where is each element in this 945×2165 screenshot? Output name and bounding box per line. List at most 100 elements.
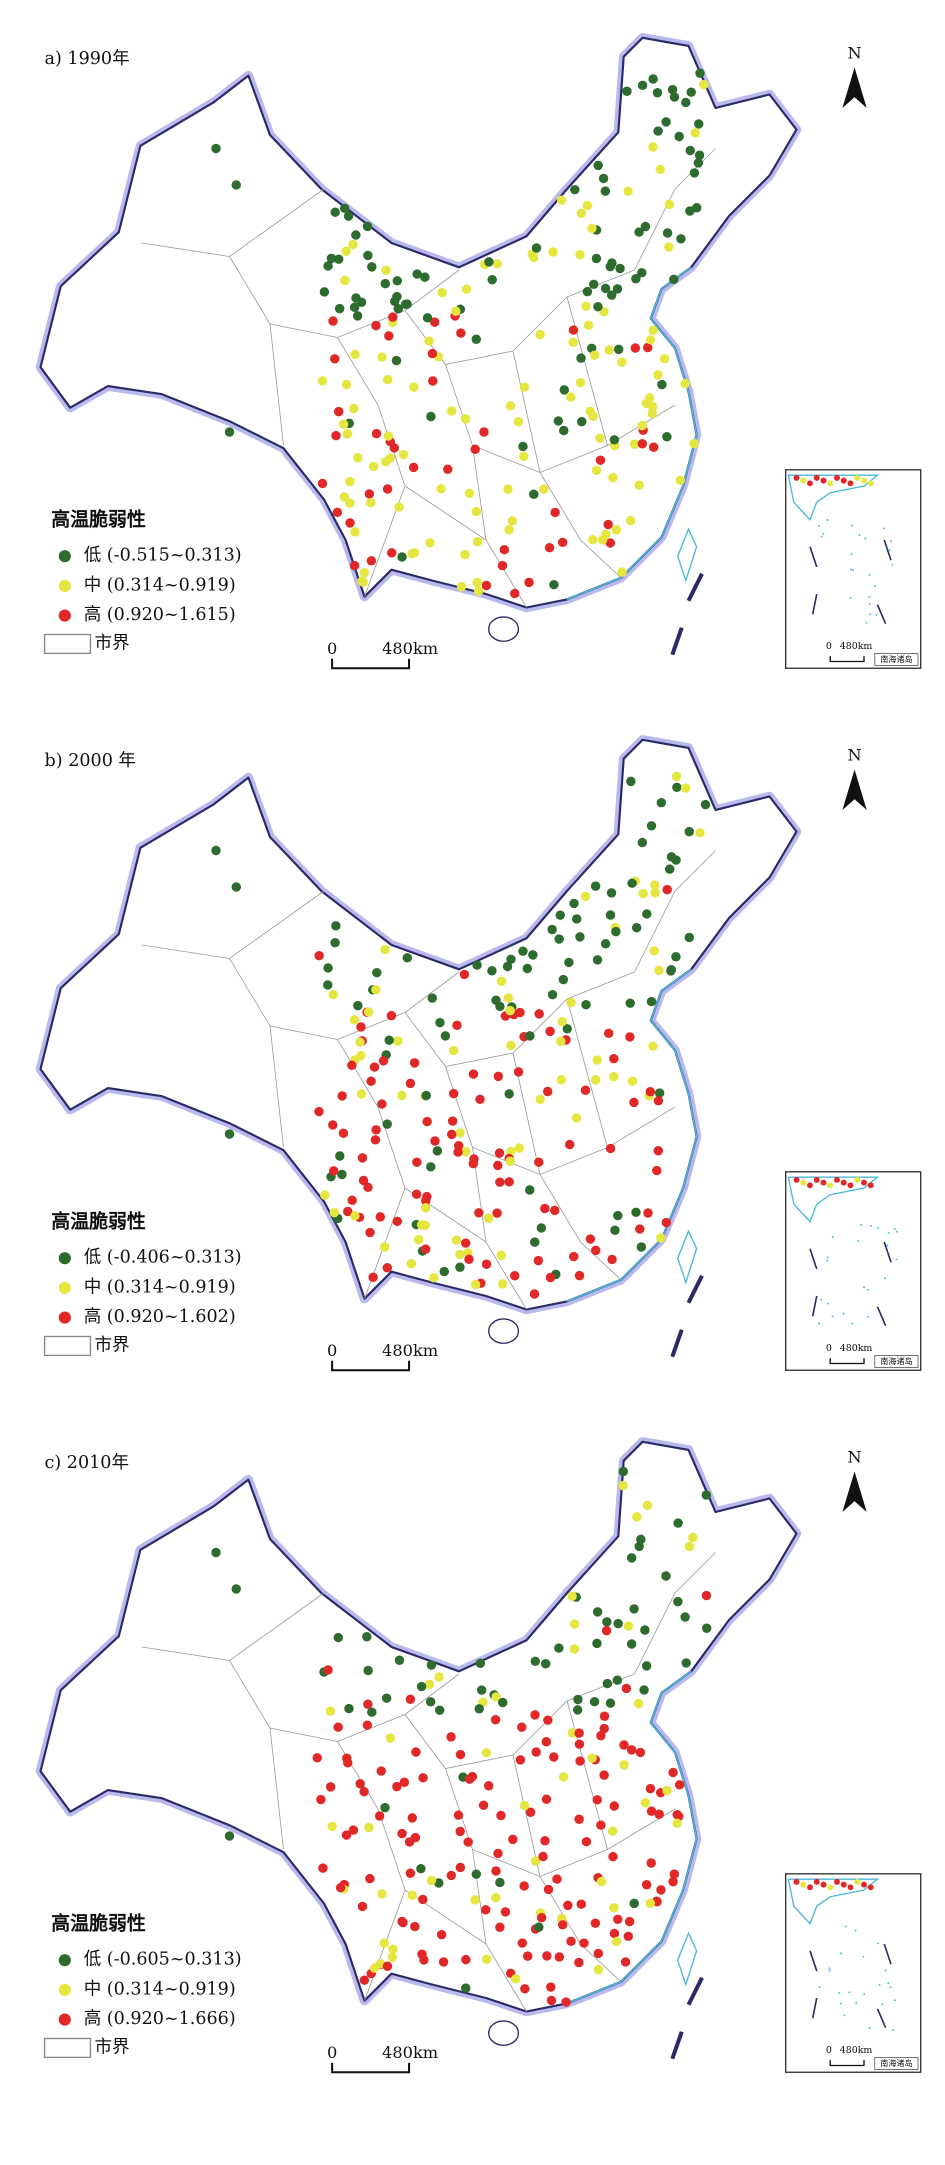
city-dot xyxy=(642,1500,653,1511)
island xyxy=(868,573,871,576)
city-dot xyxy=(559,425,569,436)
city-dot xyxy=(569,1251,579,1262)
city-dot xyxy=(364,489,375,499)
panel-title: a) 1990年 xyxy=(45,49,130,69)
city-dot xyxy=(606,888,617,898)
island xyxy=(826,519,829,521)
city-dot xyxy=(459,969,470,980)
island xyxy=(876,1942,879,1945)
city-dot xyxy=(557,537,568,548)
city-dot xyxy=(449,1045,459,1056)
sea-boundary xyxy=(811,1295,818,1317)
city-dot xyxy=(602,1617,612,1627)
city-dot xyxy=(513,417,524,427)
city-dot xyxy=(425,1697,436,1707)
city-dot xyxy=(662,432,672,442)
city-dot xyxy=(693,158,704,168)
city-dot xyxy=(671,952,681,962)
city-dot xyxy=(365,497,376,508)
city-dot xyxy=(393,304,403,314)
legend-boundary-swatch xyxy=(43,2037,92,2059)
island xyxy=(826,1256,829,1259)
city-dot xyxy=(619,1760,629,1770)
legend-swatch xyxy=(58,1983,71,1996)
city-dot xyxy=(587,1753,597,1763)
legend-swatch xyxy=(58,579,71,592)
city-dot xyxy=(363,1665,373,1676)
city-dot xyxy=(371,320,381,331)
city-dot xyxy=(596,1730,606,1741)
city-dot xyxy=(581,301,591,311)
legend-swatch xyxy=(58,1311,71,1324)
city-dot xyxy=(339,203,350,214)
city-dot xyxy=(609,1801,619,1811)
city-dot xyxy=(474,1208,484,1218)
boundary-line xyxy=(512,350,541,473)
city-dot xyxy=(529,489,539,499)
island xyxy=(844,1925,847,1928)
panel-title: b) 2000 年 xyxy=(45,751,136,771)
inset-dot xyxy=(813,1878,820,1885)
inset-dot xyxy=(807,1884,813,1891)
island xyxy=(864,537,867,540)
boundary-line xyxy=(269,323,284,446)
boundary-line xyxy=(634,850,716,973)
city-dot xyxy=(333,406,344,417)
north-label: N xyxy=(847,44,861,63)
city-dot xyxy=(330,937,340,948)
city-dot xyxy=(672,1809,683,1820)
city-dot xyxy=(426,411,436,422)
city-dot xyxy=(429,1273,439,1283)
city-dot xyxy=(636,1534,646,1545)
city-dot xyxy=(418,1894,428,1905)
city-dot xyxy=(517,1722,527,1732)
city-dot xyxy=(605,1698,616,1708)
city-dot xyxy=(349,403,359,414)
city-dot xyxy=(479,427,489,437)
city-dot xyxy=(363,1182,373,1193)
city-dot xyxy=(348,1825,359,1835)
city-dot xyxy=(694,150,705,160)
city-dot xyxy=(317,376,328,386)
city-dot xyxy=(356,1050,366,1061)
city-dot xyxy=(504,1177,514,1187)
city-dot xyxy=(543,1884,554,1895)
city-dot xyxy=(568,337,578,347)
city-dot xyxy=(529,1289,540,1299)
city-dot xyxy=(657,379,667,390)
city-dot xyxy=(398,449,409,460)
city-dot xyxy=(329,1207,339,1218)
city-dot xyxy=(579,1938,589,1948)
city-dot xyxy=(376,1766,386,1776)
city-dot xyxy=(347,1195,357,1206)
island xyxy=(857,1239,859,1242)
city-dot xyxy=(314,950,324,961)
city-dot xyxy=(585,1234,596,1244)
city-dot xyxy=(343,211,354,221)
city-dot xyxy=(498,1697,508,1708)
city-dot xyxy=(566,1936,576,1947)
city-dot xyxy=(490,1715,501,1725)
inset-dot xyxy=(827,1182,834,1189)
inset-scale-label: 480km xyxy=(840,2045,873,2056)
city-dot xyxy=(522,1951,533,1961)
city-dot xyxy=(472,577,482,588)
legend-swatch xyxy=(58,1954,71,1967)
city-dot xyxy=(500,1907,511,1917)
city-dot xyxy=(544,542,555,553)
city-dot xyxy=(317,478,328,489)
sea-boundary xyxy=(876,1306,887,1327)
sea-boundary xyxy=(811,1997,818,2019)
boundary-line xyxy=(566,296,608,446)
city-dot xyxy=(481,1905,491,1915)
city-dot xyxy=(427,348,438,359)
city-dot xyxy=(495,1877,505,1888)
city-dot xyxy=(548,247,558,257)
city-dot xyxy=(231,882,241,892)
city-dot xyxy=(375,1212,386,1222)
city-dot xyxy=(446,1129,457,1140)
coastline xyxy=(566,266,698,601)
city-dot xyxy=(701,1590,712,1601)
city-dot xyxy=(549,1752,559,1762)
